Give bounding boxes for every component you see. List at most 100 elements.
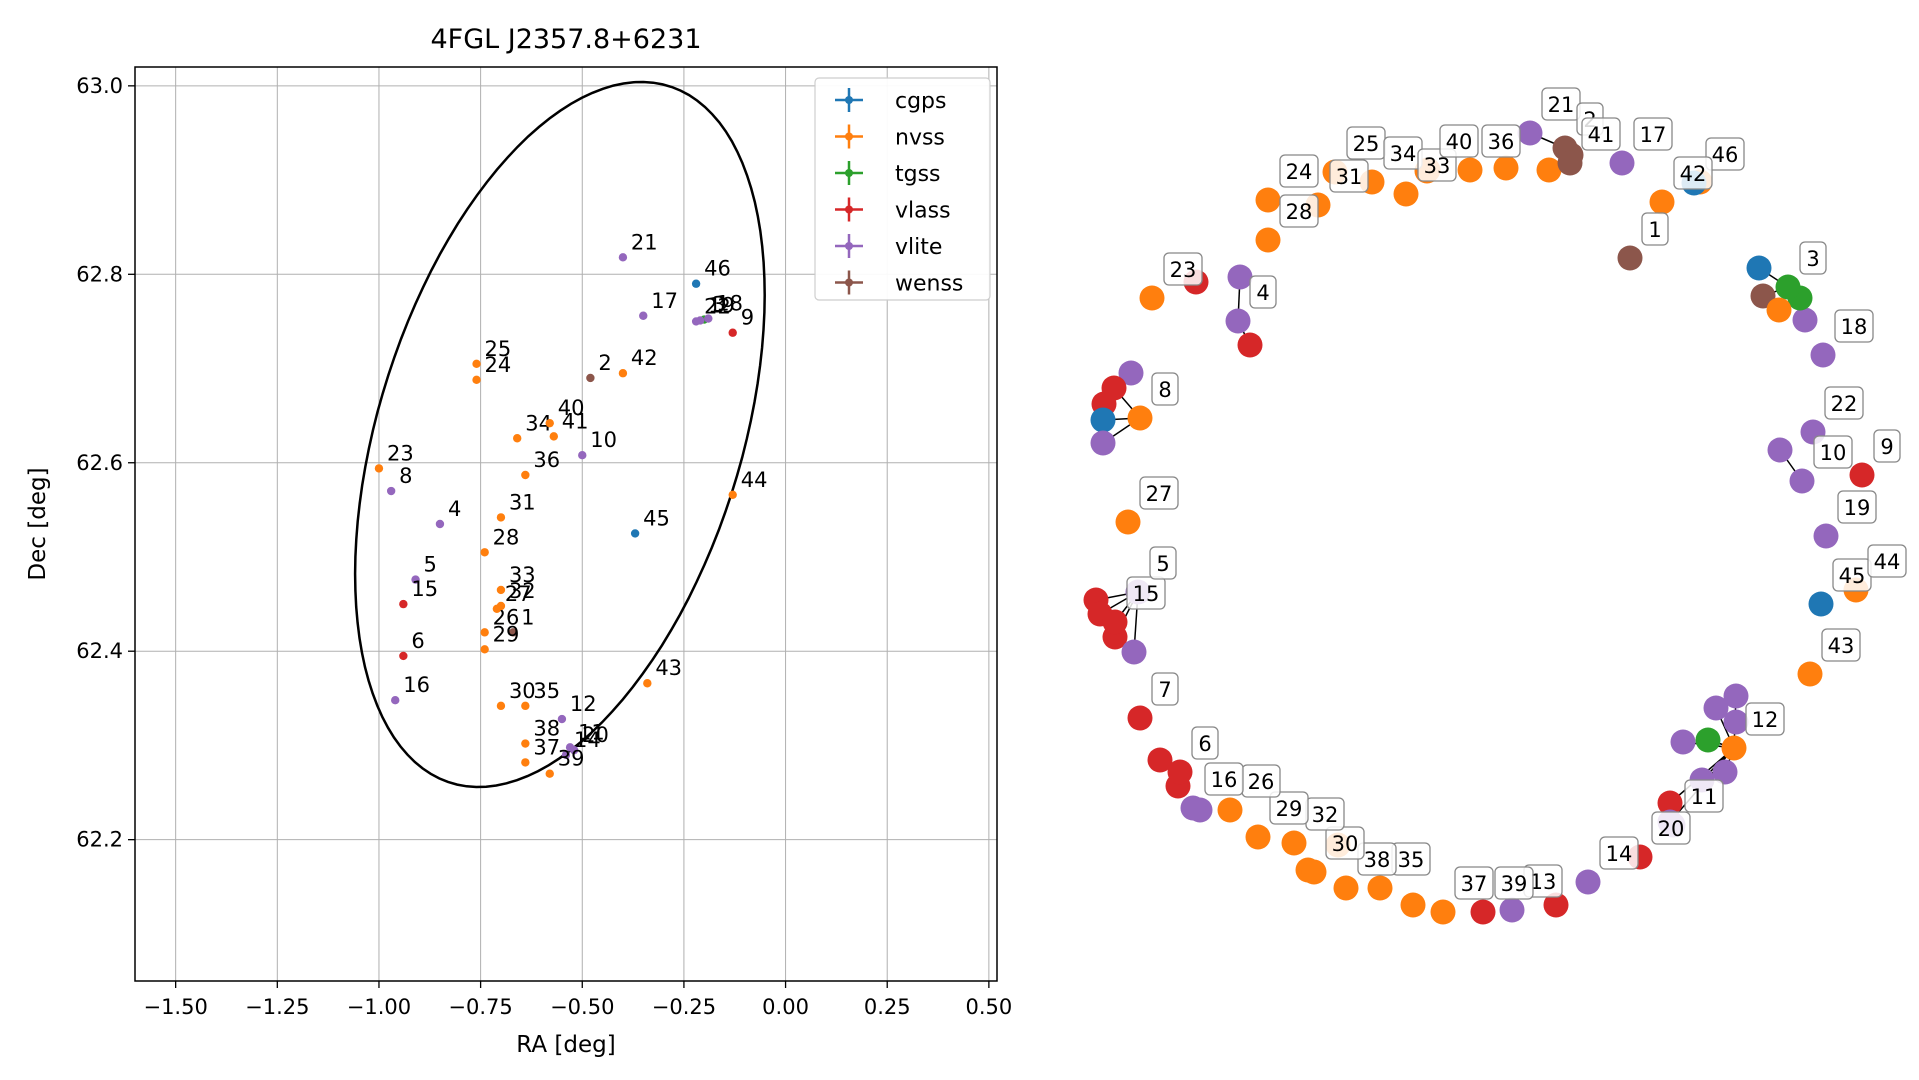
data-point — [521, 470, 530, 480]
node-label: 35 — [1398, 848, 1425, 872]
node-label: 18 — [1841, 315, 1868, 339]
point-label: 30 — [509, 679, 536, 703]
node-label: 27 — [1146, 482, 1173, 506]
network-node — [1127, 405, 1153, 431]
node-label: 4 — [1256, 281, 1269, 305]
data-point — [569, 745, 579, 755]
node-label: 25 — [1353, 132, 1380, 156]
data-point — [399, 599, 408, 609]
node-label-box — [1204, 762, 1244, 796]
node-label: 23 — [1170, 258, 1197, 282]
network-node — [1180, 795, 1206, 821]
network-node — [1493, 155, 1519, 181]
point-label: 5 — [424, 553, 437, 577]
node-label: 32 — [1312, 803, 1339, 827]
network-node — [1090, 430, 1116, 456]
node-label: 26 — [1248, 770, 1275, 794]
x-axis-label: RA [deg] — [516, 1032, 615, 1058]
legend-marker — [845, 96, 853, 104]
point-label: 39 — [558, 747, 585, 771]
point-label: 42 — [631, 346, 658, 370]
node-label-box — [1633, 117, 1673, 151]
node-label-box — [1834, 309, 1874, 343]
network-node — [1167, 759, 1193, 785]
node-label-box — [1494, 866, 1534, 900]
node-label-box — [1325, 826, 1365, 860]
node-label: 11 — [1691, 785, 1718, 809]
network-node — [1237, 332, 1263, 358]
network-node — [1470, 899, 1496, 925]
data-point — [480, 645, 489, 654]
point-label: 29 — [493, 622, 520, 646]
node-label: 22 — [1831, 392, 1858, 416]
point-label: 43 — [655, 656, 682, 680]
network-node — [1695, 727, 1721, 753]
node-label-box — [1799, 241, 1827, 275]
node-label-box — [1873, 429, 1901, 463]
data-point — [728, 490, 737, 499]
network-node — [1457, 157, 1483, 183]
node-label: 19 — [1844, 496, 1871, 520]
legend: cgps nvss tgss vlass vlite wenss — [814, 77, 991, 301]
network-node — [1147, 747, 1173, 773]
x-tick-label: −0.25 — [652, 995, 716, 1019]
node-label-box — [1163, 252, 1203, 286]
node-label-box — [1279, 154, 1319, 188]
point-label: 18 — [716, 292, 743, 316]
y-tick-label: 62.4 — [76, 639, 123, 663]
y-tick-label: 62.8 — [76, 262, 123, 286]
data-point — [521, 701, 530, 711]
network-node — [1609, 150, 1635, 176]
node-label-box — [1191, 726, 1219, 760]
point-label: 2 — [598, 351, 611, 375]
node-label: 9 — [1880, 435, 1893, 459]
node-label-box — [1684, 779, 1724, 813]
data-point — [704, 314, 713, 323]
point-label: 24 — [485, 353, 512, 377]
node-label-box — [1821, 628, 1861, 662]
node-label: 14 — [1606, 842, 1633, 866]
point-label: 38 — [533, 717, 560, 741]
node-label-box — [1151, 372, 1179, 406]
network-node — [1557, 150, 1583, 176]
node-label: 24 — [1286, 160, 1313, 184]
data-point — [521, 739, 530, 748]
network-node — [1792, 307, 1818, 333]
network-node — [1723, 709, 1749, 735]
network-node — [1139, 285, 1165, 311]
data-point — [386, 486, 396, 496]
data-point — [399, 651, 408, 661]
data-point — [374, 464, 384, 473]
chart-title: 4FGL J2357.8+6231 — [430, 24, 701, 55]
network-nodes: 2124117464213182210919454443121120141339… — [1083, 87, 1907, 925]
data-point — [472, 359, 481, 369]
network-node — [1255, 187, 1281, 213]
node-label-box — [1329, 159, 1369, 193]
node-label: 38 — [1364, 848, 1391, 872]
data-point — [411, 575, 420, 584]
network-node — [1670, 729, 1696, 755]
network-node — [1127, 705, 1153, 731]
network-node — [1301, 859, 1327, 885]
x-tick-label: 0.00 — [762, 995, 809, 1019]
x-tick-label: 0.25 — [864, 995, 911, 1019]
network-node — [1118, 360, 1144, 386]
point-label: 23 — [387, 441, 414, 465]
data-point — [472, 375, 481, 385]
point-label: 17 — [651, 289, 678, 313]
data-point — [691, 317, 701, 326]
node-label-box — [1151, 672, 1179, 706]
data-point — [391, 696, 400, 705]
legend-marker — [845, 205, 853, 214]
point-label: 35 — [533, 679, 560, 703]
data-point — [545, 769, 554, 778]
legend-marker — [845, 132, 853, 141]
network-node — [1245, 824, 1271, 850]
node-label: 29 — [1276, 797, 1303, 821]
x-tick-label: 0.50 — [965, 995, 1012, 1019]
point-label: 45 — [643, 506, 670, 530]
point-label: 27 — [505, 582, 532, 606]
node-label: 8 — [1158, 378, 1171, 402]
node-label-box — [1837, 490, 1877, 524]
network-node — [1657, 790, 1683, 816]
